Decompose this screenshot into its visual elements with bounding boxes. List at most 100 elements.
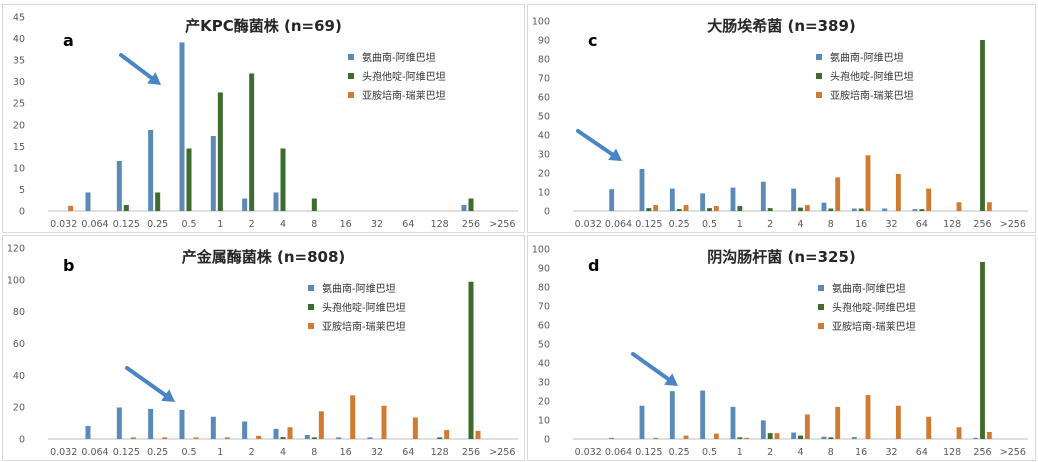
x-tick-label: 128 <box>943 447 961 458</box>
bar <box>926 188 932 211</box>
y-tick-label: 100 <box>7 275 25 286</box>
x-tick-label: 8 <box>828 447 834 458</box>
x-tick-label: 0.032 <box>50 447 77 458</box>
bar <box>669 188 675 211</box>
bar <box>148 129 154 211</box>
bar <box>179 42 185 212</box>
bar <box>210 135 216 211</box>
bar <box>865 395 871 439</box>
legend-swatch <box>818 284 824 291</box>
y-tick-label: 80 <box>538 283 550 294</box>
bar <box>700 193 706 211</box>
x-tick-label: >256 <box>489 447 515 458</box>
x-tick-label: 16 <box>340 447 352 458</box>
x-tick-label: 64 <box>402 219 414 230</box>
panel-d-label: d <box>588 256 600 275</box>
arrow-icon <box>664 373 678 386</box>
legend-item: 亚胺培南-瑞莱巴坦 <box>818 316 916 335</box>
arrow-shaft <box>631 352 671 382</box>
x-tick-label: 0.032 <box>50 219 77 230</box>
y-tick-label: 35 <box>13 56 25 67</box>
y-tick-label: 20 <box>13 120 25 131</box>
x-tick-label: 32 <box>371 447 383 458</box>
y-tick-label: 60 <box>538 93 550 104</box>
legend-label: 亚胺培南-瑞莱巴坦 <box>322 322 406 333</box>
bar <box>130 437 136 439</box>
bar <box>835 406 841 439</box>
legend-label: 亚胺培南-瑞莱巴坦 <box>832 322 916 333</box>
x-tick-label: 128 <box>943 219 961 230</box>
legend-item: 亚胺培南-瑞莱巴坦 <box>308 316 406 335</box>
y-tick-label: 120 <box>7 244 25 255</box>
bar <box>155 192 161 211</box>
chart-d-title: 阴沟肠杆菌 (n=325) <box>707 248 856 266</box>
y-tick-label: 40 <box>538 359 550 370</box>
bar <box>381 405 387 439</box>
bar <box>791 188 797 211</box>
x-tick-label: 0.125 <box>635 219 662 230</box>
bar <box>737 437 743 439</box>
y-tick-label: 20 <box>13 403 25 414</box>
chart-c-plot: 0 10 20 30 40 50 60 70 80 90 100 0.032 0.064 0.125 0.2… <box>532 17 1028 230</box>
x-tick-label: 256 <box>462 219 480 230</box>
y-tick-label: 100 <box>532 17 550 28</box>
bar <box>980 261 985 439</box>
bar <box>461 204 467 211</box>
bar <box>919 209 925 211</box>
bar <box>895 405 901 439</box>
bar <box>646 208 652 211</box>
bar <box>653 437 659 439</box>
bar <box>865 155 871 211</box>
bar <box>475 430 481 439</box>
chart-b-title: 产金属酶菌株 (n=808) <box>181 248 346 266</box>
chart-a-plot: 0 5 10 15 20 25 30 35 40 45 0.032 0.064 0.125 0.25 0.5… <box>13 13 518 230</box>
bar <box>367 437 373 439</box>
x-tick-label: 0.5 <box>181 447 196 458</box>
bar <box>882 208 888 211</box>
arrow-shaft <box>125 366 168 398</box>
bar <box>273 192 279 211</box>
x-tick-label: 0.064 <box>605 219 632 230</box>
bar <box>986 202 992 211</box>
bar <box>767 208 773 211</box>
y-tick-label: 0 <box>544 435 550 446</box>
bar <box>804 414 810 439</box>
bar <box>858 208 864 211</box>
x-tick-label: 32 <box>885 219 897 230</box>
panel-c-label: c <box>588 31 598 50</box>
x-tick-label: 0.5 <box>181 219 196 230</box>
x-tick-label: 64 <box>916 447 928 458</box>
x-tick-label: 256 <box>973 219 991 230</box>
y-tick-label: 0 <box>19 435 25 446</box>
bar <box>468 198 474 211</box>
x-tick-label: 4 <box>280 219 286 230</box>
legend-item: 头孢他啶-阿维巴坦 <box>348 66 446 85</box>
bar <box>730 187 736 211</box>
y-tick-label: 60 <box>13 339 25 350</box>
legend-label: 氨曲南-阿维巴坦 <box>362 53 436 64</box>
bar <box>85 425 91 439</box>
panel-d: 0 10 20 30 40 50 60 70 80 90 100 0.032 0.064 0.125 0.2… <box>527 235 1036 461</box>
x-tick-label: 0.25 <box>669 447 690 458</box>
bar <box>707 208 712 211</box>
x-tick-label: 0.064 <box>81 219 108 230</box>
y-tick-label: 15 <box>13 142 25 153</box>
bar <box>186 148 192 211</box>
bar <box>311 437 317 439</box>
x-tick-label: 1 <box>217 447 223 458</box>
bar <box>350 395 356 439</box>
legend-item: 头孢他啶-阿维巴坦 <box>816 66 914 85</box>
x-tick-label: 4 <box>280 447 286 458</box>
x-tick-label: 0.25 <box>147 219 168 230</box>
x-tick-label: 0.5 <box>702 219 717 230</box>
x-tick-label: 128 <box>431 447 449 458</box>
legend-label: 头孢他啶-阿维巴坦 <box>322 303 406 314</box>
x-tick-label: 32 <box>885 447 897 458</box>
legend-item: 氨曲南-阿维巴坦 <box>348 47 446 66</box>
x-tick-label: 0.064 <box>605 447 632 458</box>
y-tick-label: 20 <box>538 169 550 180</box>
bar <box>851 208 857 211</box>
panel-c: 0 10 20 30 40 50 60 70 80 90 100 0.032 0.064 0.125 0.2… <box>527 4 1036 233</box>
legend-item: 头孢他啶-阿维巴坦 <box>308 297 406 316</box>
